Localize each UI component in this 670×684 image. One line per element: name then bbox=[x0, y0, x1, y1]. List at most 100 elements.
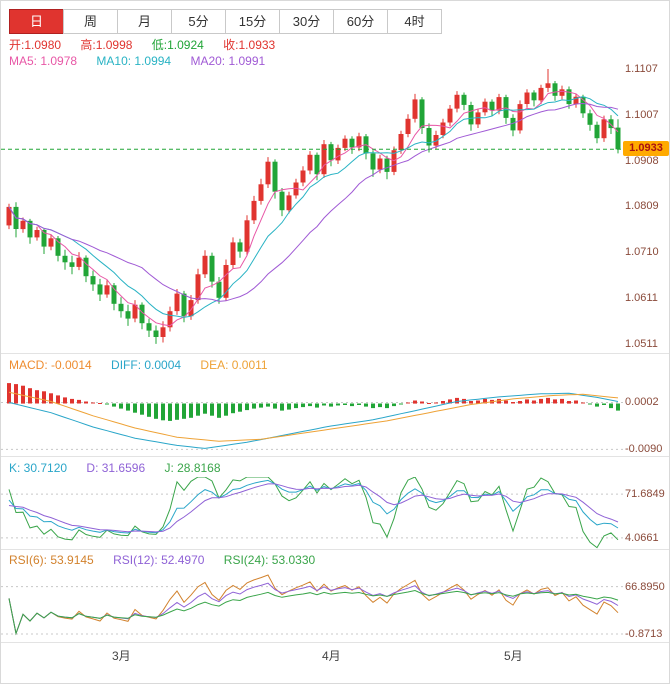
macd-chart[interactable] bbox=[1, 375, 623, 455]
candle-body bbox=[223, 265, 229, 298]
tab-30min[interactable]: 30分 bbox=[279, 9, 334, 34]
rsi-chart[interactable] bbox=[1, 567, 623, 641]
macd-histogram-bar bbox=[133, 403, 137, 413]
macd-histogram-bar bbox=[245, 403, 249, 411]
candle-body bbox=[461, 94, 467, 105]
candle-body bbox=[454, 94, 460, 109]
candle-body bbox=[356, 136, 362, 148]
tab-day[interactable]: 日 bbox=[9, 9, 64, 34]
ma-info-row: MA5: 1.0978 MA10: 1.0994 MA20: 1.0991 bbox=[9, 54, 281, 68]
candle-body bbox=[552, 83, 558, 96]
kdj-chart[interactable] bbox=[1, 477, 623, 549]
macd-histogram-bar bbox=[119, 403, 123, 409]
candle-body bbox=[573, 96, 579, 105]
y-axis-label: -0.0090 bbox=[625, 443, 663, 456]
candle-body bbox=[48, 238, 54, 247]
candle-body bbox=[433, 135, 439, 146]
open-value: 开:1.0980 bbox=[9, 38, 62, 52]
j-value: J: 28.8168 bbox=[164, 461, 221, 475]
candle-body bbox=[531, 92, 537, 101]
candle-body bbox=[237, 242, 243, 252]
macd-histogram-bar bbox=[322, 403, 326, 406]
macd-histogram-bar bbox=[504, 400, 508, 404]
macd-value: MACD: -0.0014 bbox=[9, 358, 92, 372]
candle-body bbox=[335, 147, 341, 161]
macd-histogram-bar bbox=[210, 403, 214, 416]
y-axis-label: 1.1007 bbox=[625, 109, 659, 122]
macd-histogram-bar bbox=[602, 403, 606, 405]
candle-body bbox=[307, 154, 313, 171]
k-value: K: 30.7120 bbox=[9, 461, 68, 475]
candle-body bbox=[496, 97, 502, 111]
macd-histogram-bar bbox=[182, 403, 186, 419]
macd-histogram-bar bbox=[476, 400, 480, 404]
low-value: 低:1.0924 bbox=[151, 38, 204, 52]
macd-histogram-bar bbox=[392, 403, 396, 407]
time-axis-line bbox=[1, 642, 669, 643]
macd-histogram-bar bbox=[98, 403, 102, 404]
macd-histogram-bar bbox=[385, 403, 389, 409]
tab-60min[interactable]: 60分 bbox=[333, 9, 388, 34]
candle-body bbox=[69, 262, 75, 267]
rsi-info-row: RSI(6): 53.9145 RSI(12): 52.4970 RSI(24)… bbox=[9, 553, 331, 567]
tab-4hour[interactable]: 4时 bbox=[387, 9, 442, 34]
candle-body bbox=[349, 138, 355, 148]
candle-body bbox=[419, 99, 425, 128]
candle-body bbox=[83, 257, 89, 277]
timeframe-tabs: 日 周 月 5分 15分 30分 60分 4时 bbox=[9, 9, 442, 34]
diff-value: DIFF: 0.0004 bbox=[111, 358, 182, 372]
candle-body bbox=[146, 323, 152, 331]
diff-line bbox=[8, 392, 619, 449]
candle-body bbox=[398, 134, 404, 151]
macd-histogram-bar bbox=[266, 403, 270, 407]
macd-histogram-bar bbox=[238, 403, 242, 412]
macd-histogram-bar bbox=[427, 403, 431, 404]
candle-body bbox=[181, 293, 187, 317]
macd-histogram-bar bbox=[357, 403, 361, 405]
macd-histogram-bar bbox=[378, 403, 382, 408]
macd-histogram-bar bbox=[49, 393, 53, 404]
tab-month[interactable]: 月 bbox=[117, 9, 172, 34]
candle-body bbox=[104, 285, 110, 295]
macd-histogram-bar bbox=[147, 403, 151, 417]
candle-body bbox=[139, 304, 145, 324]
ohlc-info-row: 开:1.0980 高:1.0998 低:1.0924 收:1.0933 bbox=[9, 38, 291, 52]
candle-body bbox=[76, 257, 82, 267]
candle-body bbox=[300, 170, 306, 183]
macd-histogram-bar bbox=[217, 403, 221, 418]
macd-histogram-bar bbox=[371, 403, 375, 409]
candle-body bbox=[272, 161, 278, 192]
macd-histogram-bar bbox=[532, 400, 536, 404]
ma5-line bbox=[8, 90, 619, 327]
x-axis-month-label: 3月 bbox=[112, 649, 131, 663]
macd-histogram-bar bbox=[525, 399, 529, 404]
macd-histogram-bar bbox=[91, 402, 95, 404]
rsi6-value: RSI(6): 53.9145 bbox=[9, 553, 94, 567]
candle-body bbox=[510, 117, 516, 131]
candle-body bbox=[314, 154, 320, 175]
macd-histogram-bar bbox=[406, 402, 410, 404]
candle-body bbox=[405, 118, 411, 134]
y-axis-label: 0.0002 bbox=[625, 396, 659, 409]
candle-body bbox=[216, 281, 222, 298]
candle-body bbox=[559, 89, 565, 96]
candle-body bbox=[566, 89, 572, 105]
tab-5min[interactable]: 5分 bbox=[171, 9, 226, 34]
macd-histogram-bar bbox=[539, 398, 543, 404]
candle-body bbox=[370, 153, 376, 170]
ma20-value: MA20: 1.0991 bbox=[190, 54, 266, 68]
main-price-chart[interactable] bbox=[1, 61, 623, 353]
macd-histogram-bar bbox=[21, 385, 25, 404]
candle-body bbox=[342, 138, 348, 148]
y-axis-label: 1.0908 bbox=[625, 154, 659, 167]
macd-histogram-bar bbox=[336, 403, 340, 406]
candle-body bbox=[328, 144, 334, 161]
candle-body bbox=[188, 300, 194, 317]
macd-histogram-bar bbox=[350, 403, 354, 407]
tab-week[interactable]: 周 bbox=[63, 9, 118, 34]
candle-body bbox=[195, 274, 201, 301]
tab-15min[interactable]: 15分 bbox=[225, 9, 280, 34]
y-axis-label: 1.1107 bbox=[625, 62, 658, 75]
macd-histogram-bar bbox=[175, 403, 179, 420]
